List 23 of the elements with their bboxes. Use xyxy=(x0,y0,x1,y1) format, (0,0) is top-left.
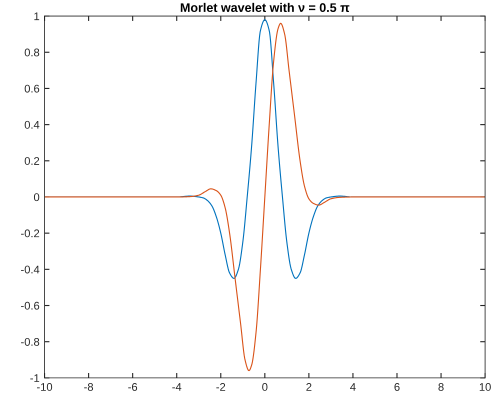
y-tick-label: 0.8 xyxy=(24,48,40,56)
y-tick-label: -0.2 xyxy=(21,229,40,238)
x-tick-label: -8 xyxy=(84,383,94,391)
x-tick-label: 2 xyxy=(306,383,312,391)
y-tick-label: -0.6 xyxy=(21,302,40,310)
x-tick-label: -4 xyxy=(172,383,182,391)
y-tick-label: 0.2 xyxy=(24,157,40,165)
y-tick-label: -0.8 xyxy=(21,338,40,346)
y-tick-label: -0.4 xyxy=(21,266,40,274)
x-tick-label: 0 xyxy=(262,383,268,391)
x-tick-label: -10 xyxy=(37,383,52,391)
chart-title: Morlet wavelet with ν = 0.5 π xyxy=(180,2,350,12)
x-tick-label: -2 xyxy=(216,383,226,391)
x-tick-label: 8 xyxy=(438,383,444,391)
y-tick-label: 0.6 xyxy=(24,84,40,93)
x-tick-label: 10 xyxy=(480,383,491,391)
y-tick-label: -1 xyxy=(30,374,40,382)
y-tick-label: 0 xyxy=(34,193,40,202)
x-tick-label: 4 xyxy=(350,383,356,391)
y-tick-label: 0.4 xyxy=(24,120,40,129)
y-tick-label: 1 xyxy=(34,12,40,20)
x-tick-label: 6 xyxy=(394,383,400,391)
x-tick-label: -6 xyxy=(128,383,138,391)
